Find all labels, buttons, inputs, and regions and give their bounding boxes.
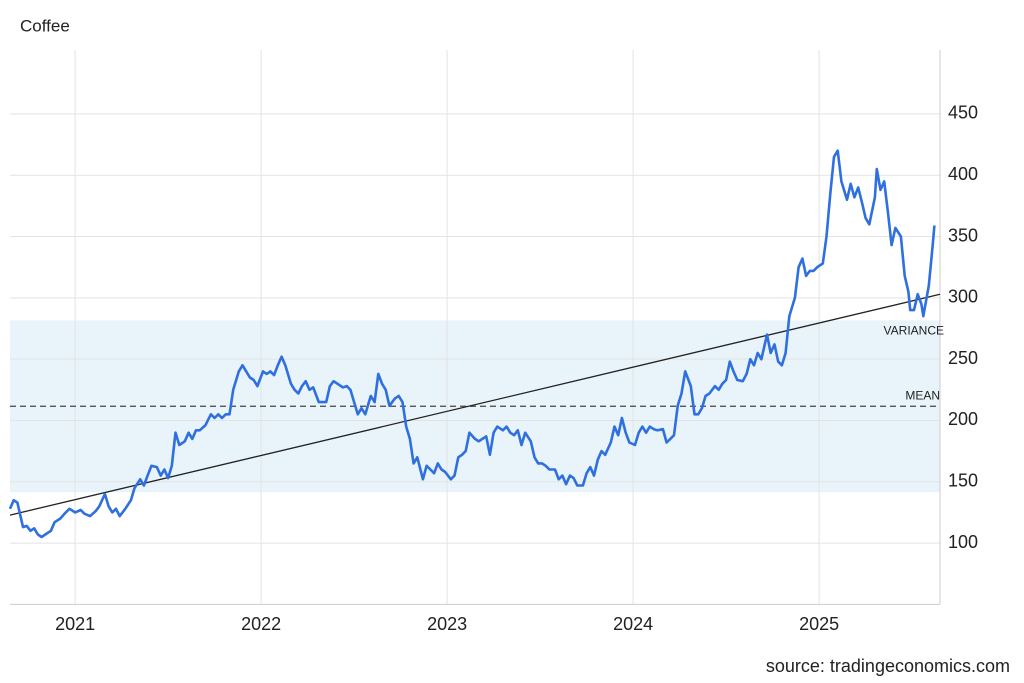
price-line — [8, 149, 936, 539]
y-tick-label: 250 — [948, 348, 978, 368]
variance-label: VARIANCE — [884, 324, 944, 338]
y-tick-label: 200 — [948, 409, 978, 429]
y-tick-label: 100 — [948, 532, 978, 552]
x-tick-label: 2025 — [799, 614, 839, 634]
y-tick-label: 450 — [948, 103, 978, 123]
y-tick-label: 350 — [948, 225, 978, 245]
y-tick-label: 300 — [948, 287, 978, 307]
y-tick-label: 400 — [948, 164, 978, 184]
chart-title: Coffee — [20, 16, 70, 35]
x-tick-label: 2021 — [55, 614, 95, 634]
mean-label: MEAN — [905, 388, 940, 402]
x-tick-label: 2023 — [427, 614, 467, 634]
x-tick-label: 2022 — [241, 614, 281, 634]
x-tick-label: 2024 — [613, 614, 653, 634]
y-tick-label: 150 — [948, 471, 978, 491]
trend-line — [9, 293, 941, 516]
source: source: tradingeconomics.com — [766, 656, 1010, 676]
